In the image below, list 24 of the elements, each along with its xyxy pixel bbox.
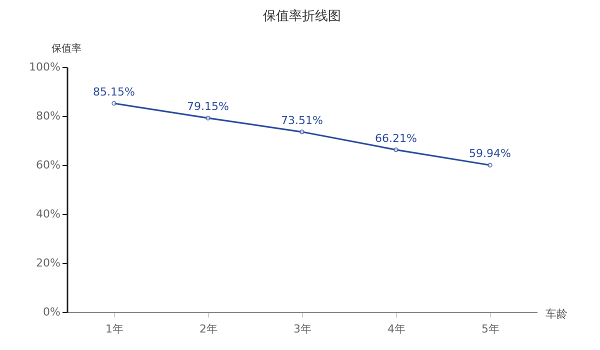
y-tick-label: 0% — [43, 306, 60, 318]
chart-title: 保值率折线图 — [263, 8, 341, 24]
point — [206, 116, 210, 120]
data-label: 66.21% — [375, 132, 417, 145]
y-tick-label: 40% — [36, 208, 60, 220]
x-tick-label: 3年 — [294, 322, 312, 336]
data-label: 59.94% — [469, 147, 511, 160]
data-label: 85.15% — [93, 85, 135, 98]
point — [300, 130, 304, 134]
point — [488, 162, 492, 168]
point — [394, 147, 398, 152]
y-axis-title: 保值率 — [52, 42, 82, 54]
y-tick-label: 20% — [36, 256, 60, 270]
y-tick-label: 100% — [29, 60, 60, 74]
data-label: 79.15% — [187, 100, 229, 114]
x-tick-label: 4年 — [388, 322, 406, 336]
x-tick-label: 1年 — [106, 322, 124, 336]
y-tick-label: 60% — [36, 158, 60, 172]
x-tick-label: 5年 — [482, 322, 500, 336]
data-label: 73.51% — [281, 114, 323, 127]
y-tick-label: 80% — [36, 110, 60, 122]
x-tick-label: 2年 — [200, 322, 218, 336]
x-axis-title: 车龄 — [546, 308, 568, 320]
point — [112, 101, 116, 106]
